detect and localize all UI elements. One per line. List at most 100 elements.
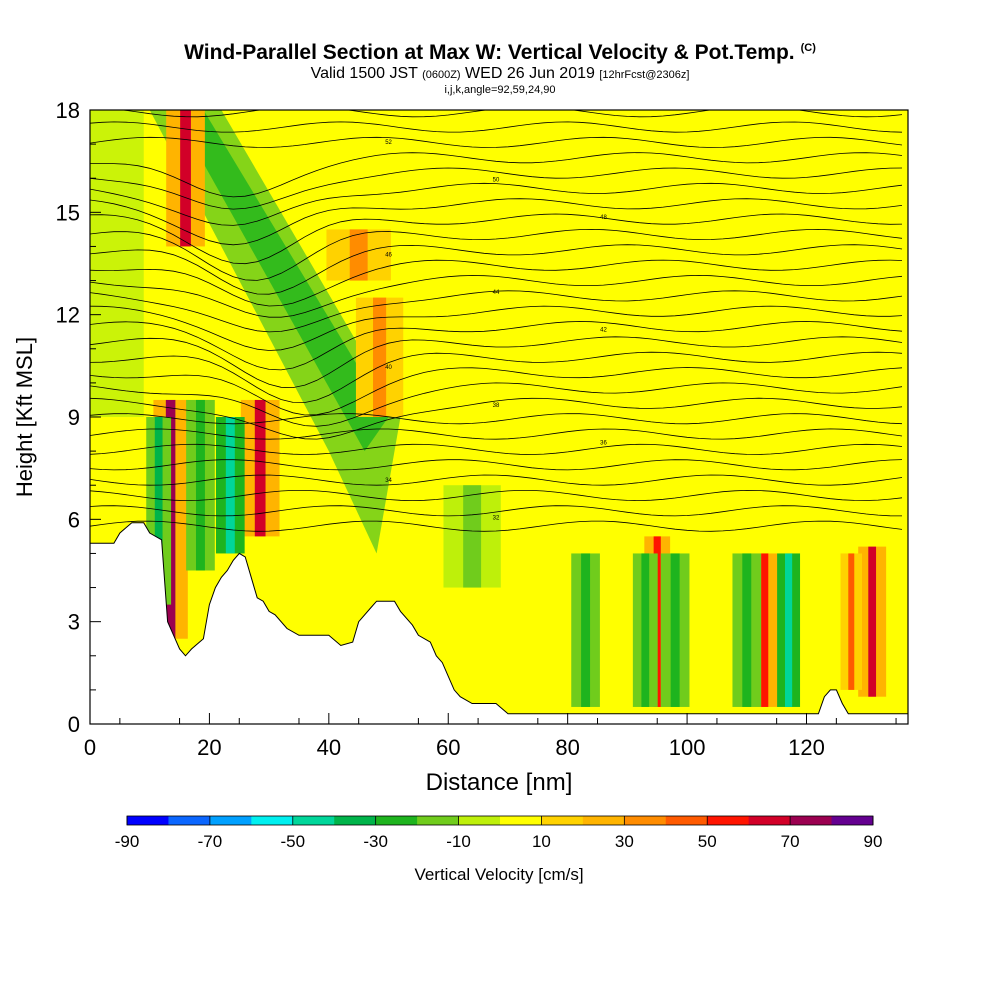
isentrope-13 [90,321,903,371]
y-tick-label-3: 3 [68,610,80,635]
isentrope-label-7: 38 [493,403,500,409]
x-tick-label-0: 0 [84,735,96,760]
downdraft-core-7 [742,553,752,707]
downdraft-band [173,110,389,452]
y-tick-label-15: 15 [56,200,80,225]
isentrope-label-5: 42 [600,328,607,334]
isentrope-25 [90,136,903,148]
isentrope-17 [90,259,903,307]
isentrope-label-10: 32 [493,515,500,521]
colorbar-segment-2 [209,816,252,825]
y-tick-label-0: 0 [68,712,80,737]
x-tick-label-120: 120 [788,735,825,760]
x-tick-label-100: 100 [669,735,706,760]
isentrope-label-1: 50 [493,178,500,184]
chart-subtitle: Valid 1500 JST (0600Z) WED 26 Jun 2019 [… [310,65,690,82]
downdraft-core-0 [154,417,163,605]
downdraft-core-4 [641,553,650,707]
isentrope-label-6: 40 [385,365,392,371]
colorbar-segment-14 [707,816,750,825]
isentrope-23 [90,167,903,210]
colorbar: -90 -70 -50 -30 -10 10 30 50 70 90 [115,815,882,851]
downdraft-core-6 [785,553,793,707]
downdraft-core-8 [463,485,482,588]
updraft-core-8 [349,229,368,281]
isentrope-10 [90,367,903,416]
colorbar-segment-6 [375,816,418,825]
colorbar-segment-3 [251,816,294,825]
updraft-core-5 [868,546,877,697]
downdraft-core-5 [670,553,680,707]
isentrope-label-9: 34 [385,478,392,484]
isentrope-3 [90,474,903,486]
isentrope-label-3: 46 [385,253,392,259]
title-block: Wind-Parallel Section at Max W: Vertical… [0,36,1000,96]
colorbar-tick-label-8: 70 [781,832,800,851]
isentrope-14 [90,305,903,351]
isentrope-9 [90,382,903,427]
weak-sink-region [90,110,144,417]
isentrope-27 [120,110,903,118]
colorbar-segment-8 [458,816,501,825]
y-tick-label-9: 9 [68,405,80,430]
colorbar-tick-label-2: -50 [280,832,305,851]
colorbar-segment-17 [831,816,874,825]
y-axis-label: Height [Kft MSL] [12,337,37,497]
isentrope-label-4: 44 [493,290,500,296]
isentrope-16 [90,274,903,318]
x-tick-label-60: 60 [436,735,460,760]
isentrope-20 [90,213,903,265]
downdraft-core-3 [581,553,591,707]
colorbar-segment-4 [292,816,335,825]
isentrope-7 [90,413,903,425]
y-tick-label-12: 12 [56,303,80,328]
colorbar-segment-11 [582,816,625,825]
terrain-shape [90,522,908,724]
colorbar-segment-15 [748,816,791,825]
colorbar-tick-label-5: 10 [532,832,551,851]
colorbar-segment-5 [334,816,377,825]
downdraft-core-1 [225,417,235,554]
isentrope-26 [90,121,903,133]
updraft-core-4 [761,553,769,707]
isentrope-15 [90,290,903,333]
colorbar-tick-label-7: 50 [698,832,717,851]
x-tick-label-40: 40 [317,735,341,760]
x-tick-label-20: 20 [197,735,221,760]
colorbar-tick-label-6: 30 [615,832,634,851]
isentrope-11 [90,351,903,403]
isentrope-label-0: 52 [385,140,392,146]
isentrope-0 [90,520,903,532]
chart-indices: i,j,k,angle=92,59,24,90 [444,84,556,96]
copyright-mark: (C) [800,42,816,54]
isentrope-22 [90,182,903,226]
isentrope-19 [90,228,903,281]
colorbar-segment-0 [127,816,169,825]
colorbar-tick-label-4: -10 [446,832,471,851]
isentrope-label-2: 48 [600,215,607,221]
colorbar-segment-13 [665,816,708,825]
isentrope-4 [90,459,903,471]
colorbar-tick-label-1: -70 [198,832,223,851]
isentrope-21 [90,198,903,246]
y-tick-label-18: 18 [56,98,80,123]
colorbar-segment-9 [500,816,542,825]
isentrope-lines: 52 50 48 46 44 42 40 38 36 34 32 [90,110,903,532]
colorbar-label: Vertical Velocity [cm/s] [414,865,583,884]
isentrope-8 [90,397,903,440]
y-tick-label-6: 6 [68,507,80,532]
colorbar-tick-label-3: -30 [363,832,388,851]
colorbar-segment-16 [790,816,833,825]
colorbar-tick-label-0: -90 [115,832,140,851]
isentrope-24 [90,152,903,198]
isentrope-18 [90,244,903,295]
isentrope-6 [90,428,903,440]
colorbar-segment-10 [541,816,584,825]
chart-title: Wind-Parallel Section at Max W: Vertical… [184,41,816,64]
isentrope-label-8: 36 [600,440,607,446]
isentrope-12 [90,336,903,389]
updraft-core-1 [180,110,191,247]
isentrope-1 [90,505,903,517]
